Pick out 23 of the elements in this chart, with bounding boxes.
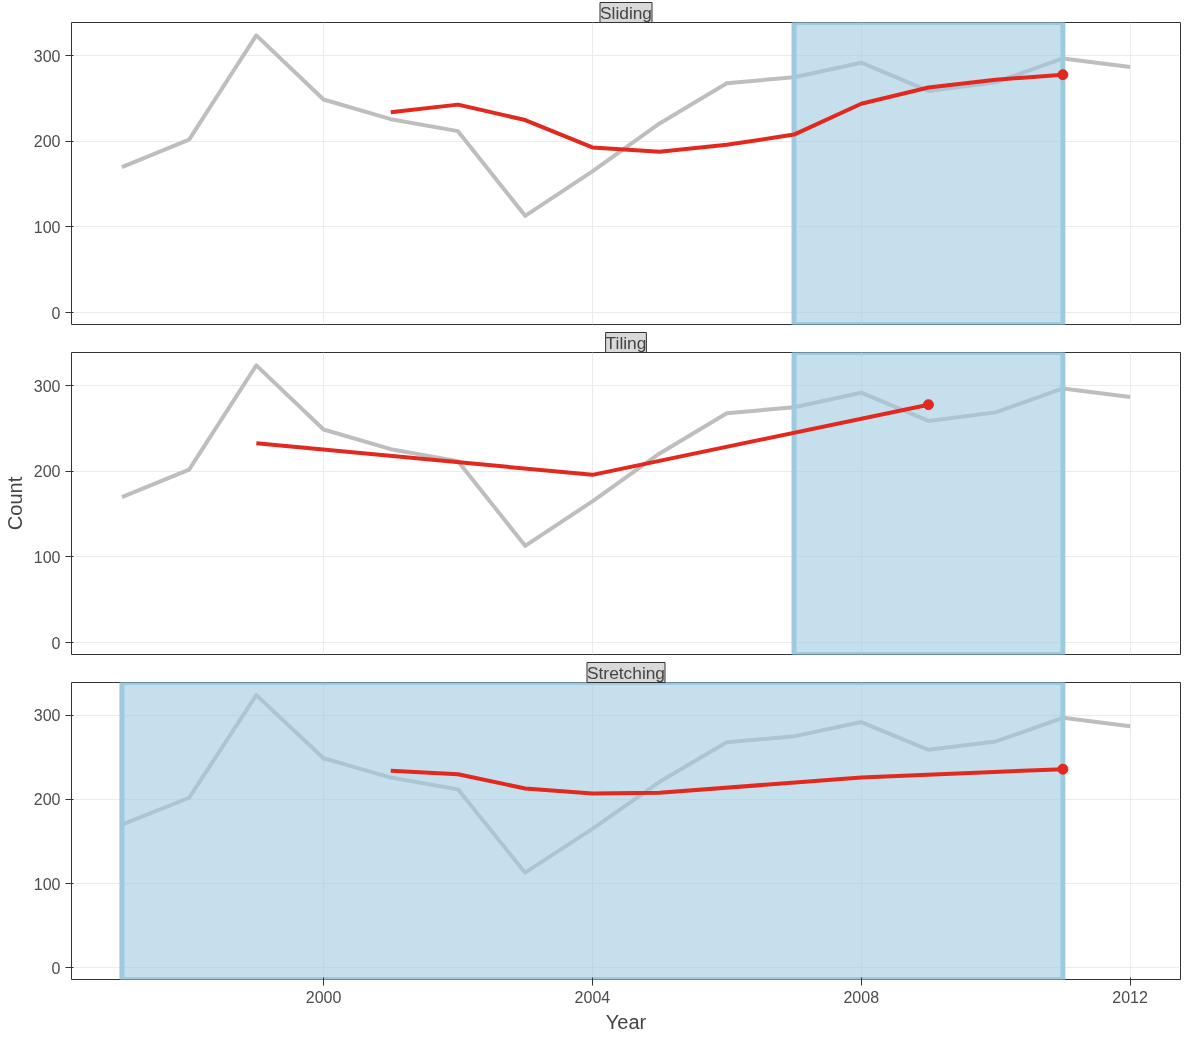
x-tick-label: 2008	[843, 988, 880, 1006]
chart-title: Sliding	[599, 2, 653, 23]
y-tick-label: 300	[33, 47, 61, 65]
y-tick-label: 0	[51, 634, 61, 652]
y-tick-label: 300	[33, 707, 61, 725]
y-tick-label: 200	[33, 463, 61, 481]
y-tick-label: 0	[51, 304, 61, 322]
chart-title: Tiling	[605, 332, 647, 353]
y-tick-label: 100	[33, 218, 61, 236]
y-axis-title: Count	[3, 476, 26, 531]
x-tick-label: 2012	[1112, 988, 1148, 1006]
x-tick-label: 2004	[574, 988, 611, 1006]
line-series	[119, 33, 1133, 218]
y-tick-label: 0	[51, 959, 61, 977]
chart-title: Stretching	[586, 662, 666, 683]
x-axis-title: Year	[605, 1010, 647, 1033]
y-tick-label: 300	[33, 377, 61, 395]
y-tick-label: 200	[33, 791, 61, 809]
x-tick-label: 2000	[305, 988, 342, 1006]
y-tick-label: 100	[33, 875, 61, 893]
line-series	[119, 363, 1133, 548]
y-tick-label: 200	[33, 133, 61, 151]
y-tick-label: 100	[33, 548, 61, 566]
